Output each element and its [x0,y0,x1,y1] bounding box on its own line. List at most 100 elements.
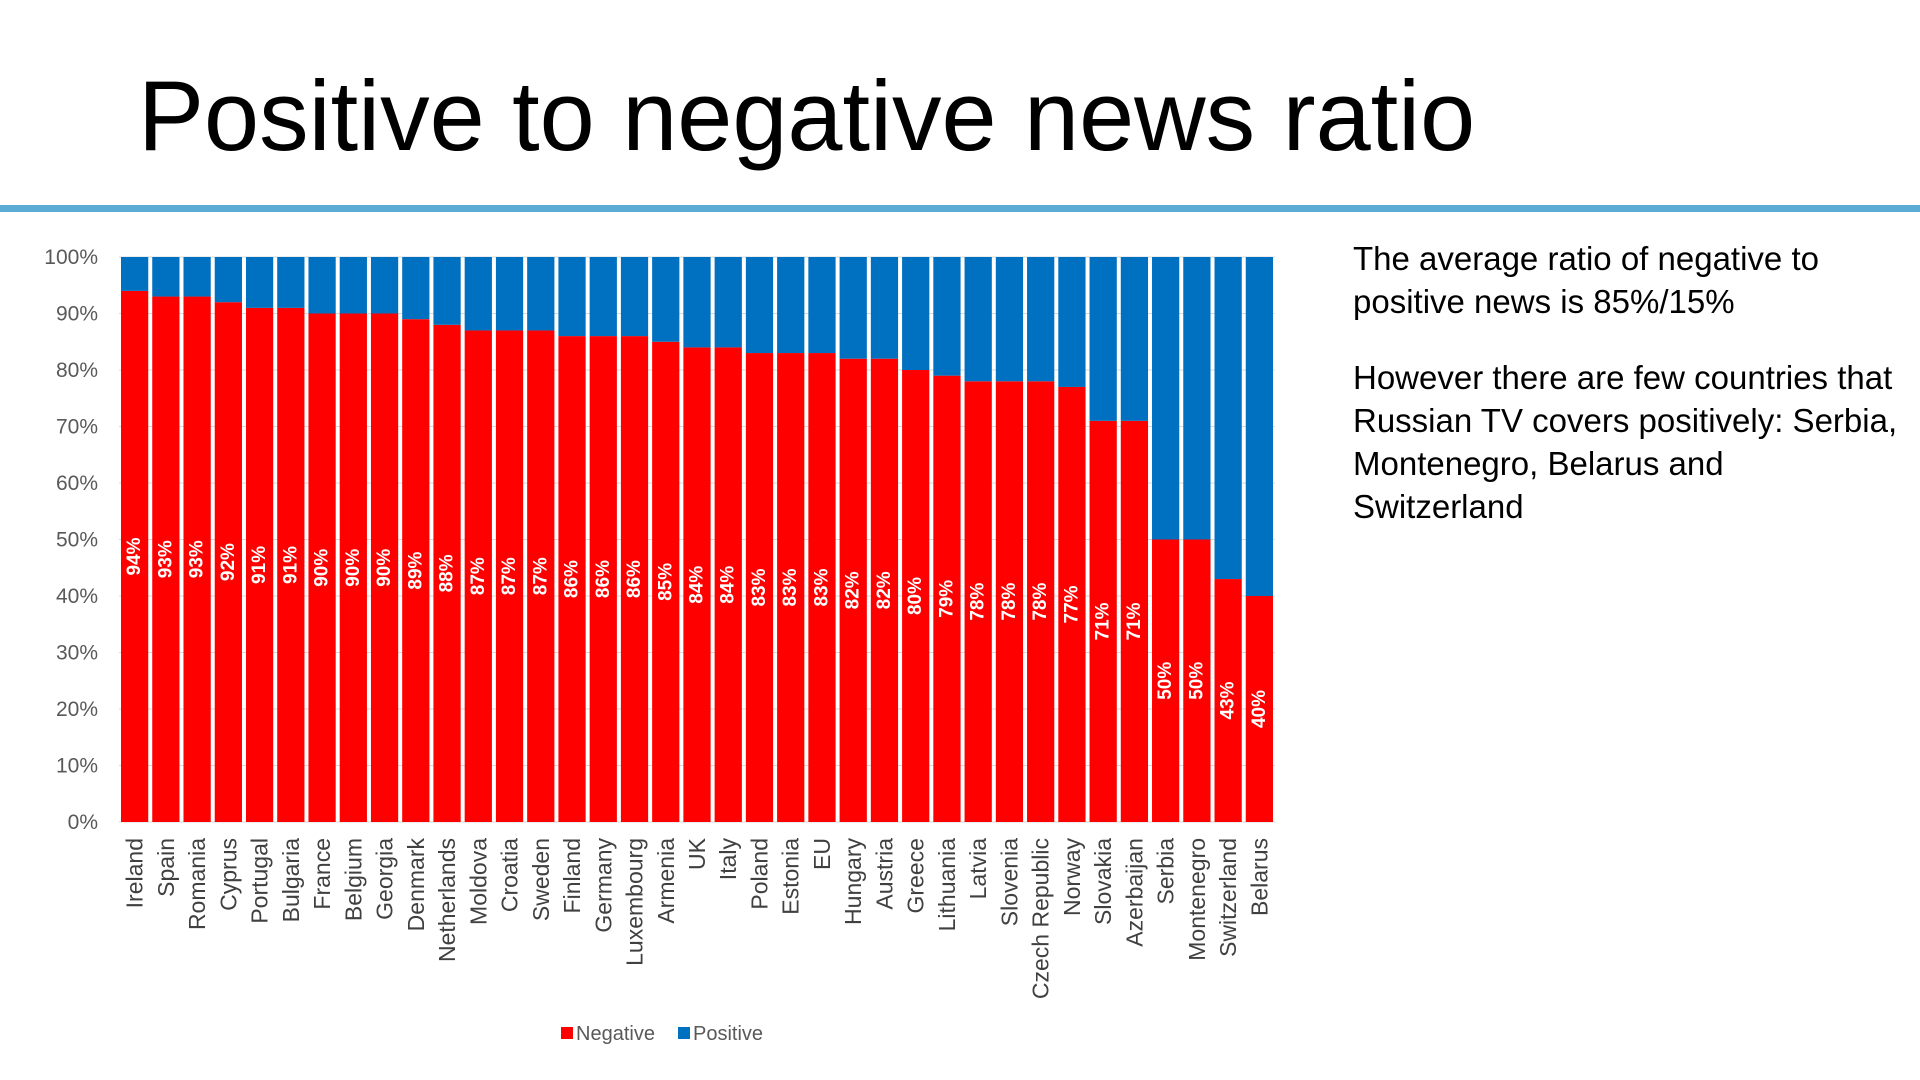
negative-swatch [561,1027,573,1039]
bar-negative [339,313,367,822]
bar-negative [839,358,867,822]
x-tick-label: Switzerland [1215,838,1241,957]
bar-positive [1120,257,1149,421]
bar-positive [995,257,1024,382]
x-tick-label: Portugal [247,838,273,924]
bar-positive [1089,257,1117,421]
bar-negative [308,313,336,822]
y-tick-label: 100% [44,246,98,269]
x-tick-label: Latvia [965,838,991,900]
data-label: 83% [749,568,770,606]
x-tick-label: Denmark [403,838,429,932]
bar-negative [402,319,430,822]
data-label: 93% [187,540,208,578]
bar-positive [652,257,680,342]
bar-positive [245,257,274,308]
data-label: 82% [843,571,864,609]
bar-positive [902,257,930,370]
positive-swatch [678,1027,690,1039]
bar-positive [933,257,961,376]
y-tick-label: 70% [56,416,98,439]
data-label: 77% [1061,585,1082,623]
bar-negative [121,290,149,822]
x-tick-label: Hungary [840,838,866,925]
data-label: 84% [687,566,708,604]
data-label: 80% [905,577,926,615]
x-tick-label: Estonia [778,838,804,915]
bar-negative [277,307,305,823]
bar-positive [620,257,649,337]
x-axis-ticks: Ireland Spain Romania Cyprus Portugal Bulgari… [122,837,1273,999]
bar-positive [683,257,711,348]
title-divider [0,205,1920,212]
bar-positive [964,257,992,382]
legend: Negative Positive [561,1023,763,1045]
y-tick-label: 30% [56,642,98,665]
data-label: 83% [811,568,832,606]
bar-negative [808,353,836,822]
bar-negative [964,381,992,822]
x-tick-label: Lithuania [934,838,960,932]
bar-positive [402,257,430,320]
data-label: 85% [655,563,676,601]
x-tick-label: Cyprus [215,838,241,911]
x-tick-label: Ireland [122,838,148,908]
data-label: 93% [155,540,176,578]
legend-item-negative: Negative [561,1023,655,1045]
bar-negative [183,296,211,822]
bar-negative [1089,420,1117,822]
x-tick-label: Armenia [653,838,679,924]
bar-negative [1027,381,1055,822]
data-label: 89% [405,551,426,589]
bar-negative [620,336,649,822]
bar-positive [121,257,149,291]
bar-positive [1027,257,1055,382]
y-tick-label: 80% [56,359,98,382]
y-axis-ticks: 0% 10% 20% 30% 40% 50% 60% 70% 80% 90% 100% [44,246,98,834]
x-tick-label: Croatia [497,838,523,912]
bar-positive [1245,257,1273,596]
x-tick-label: Slovenia [996,838,1022,926]
bar-positive [183,257,211,297]
bar-negative [152,296,180,822]
x-tick-label: Austria [871,838,897,910]
data-label: 90% [312,549,333,587]
bar-positive [589,257,617,337]
bar-negative [1245,596,1273,822]
bar-positive [777,257,805,354]
data-label: 86% [624,560,645,598]
x-tick-label: Czech Republic [1028,838,1054,999]
data-label: 84% [718,566,739,604]
bar-positive [527,257,555,331]
x-tick-label: Germany [590,838,616,933]
data-label: 50% [1155,662,1176,700]
bar-negative [558,336,586,822]
x-tick-label: Montenegro [1184,838,1210,961]
data-label: 50% [1186,662,1207,700]
bar-positive [745,257,774,354]
x-tick-label: Italy [715,838,741,881]
data-label: 86% [593,560,614,598]
bar-negative [214,302,242,822]
data-label: 78% [1030,583,1051,621]
slide-title: Positive to negative news ratio [138,60,1476,171]
x-tick-label: Slovakia [1090,838,1116,925]
x-tick-label: EU [809,838,835,870]
data-label: 78% [999,583,1020,621]
bar-negative [902,370,930,822]
bar-positive [1183,257,1211,540]
bar-negative [1152,539,1180,822]
bar-positive [495,257,524,331]
y-tick-label: 20% [56,698,98,721]
bar-positive [558,257,586,337]
x-tick-label: Azerbaijan [1121,838,1147,947]
bar-positive [308,257,336,314]
bar-positive [277,257,305,308]
bar-negative [777,353,805,822]
side-notes: The average ratio of negative to positiv… [1353,237,1898,561]
data-label: 79% [936,580,957,618]
data-label: 88% [437,554,458,592]
note-positive-countries: However there are few countries that Rus… [1353,359,1898,525]
bar-negative [527,330,555,822]
bar-negative [1214,579,1242,822]
